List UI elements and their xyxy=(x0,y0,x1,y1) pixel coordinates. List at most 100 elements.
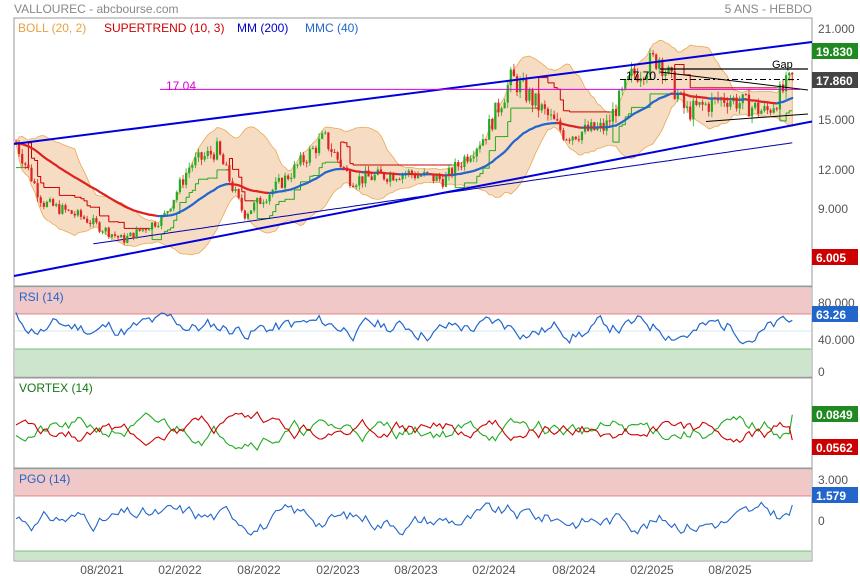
candle-body xyxy=(578,139,580,140)
vortex-panel-frame xyxy=(14,378,812,468)
candle-body xyxy=(299,155,301,164)
pgo-high-zone xyxy=(15,470,811,496)
candle-body xyxy=(788,73,790,76)
candle-body xyxy=(531,90,533,105)
candle-body xyxy=(114,234,116,236)
x-tick-8: 08/2025 xyxy=(708,563,752,577)
candle-body xyxy=(256,198,258,203)
legend-mmc40: MMC (40) xyxy=(305,21,358,35)
candle-body xyxy=(497,103,499,113)
candle-body xyxy=(398,179,400,180)
candle-body xyxy=(782,84,784,91)
candle-body xyxy=(191,165,193,167)
candle-body xyxy=(689,107,691,120)
candle-body xyxy=(61,205,63,214)
candle-body xyxy=(287,176,289,180)
candle-body xyxy=(89,223,91,224)
legend-mm200: MM (200) xyxy=(237,21,288,35)
candle-body xyxy=(281,178,283,188)
candle-body xyxy=(392,174,394,180)
x-tick-6: 08/2024 xyxy=(552,563,596,577)
rsi-oversold-zone xyxy=(15,349,811,376)
candle-body xyxy=(309,149,311,163)
channel-lower xyxy=(14,122,812,277)
rsi-last-value: 63.26 xyxy=(816,308,846,322)
candle-body xyxy=(185,173,187,185)
candle-body xyxy=(785,75,787,91)
candle-body xyxy=(80,210,82,217)
candle-body xyxy=(108,228,110,237)
candle-body xyxy=(303,155,305,162)
candle-body xyxy=(525,79,527,100)
x-tick-3: 02/2023 xyxy=(316,563,360,577)
candle-body xyxy=(200,152,202,159)
supertrend-value: 6.005 xyxy=(816,251,846,265)
candle-body xyxy=(485,139,487,140)
candle-body xyxy=(473,157,475,159)
candle-body xyxy=(572,137,574,141)
candle-body xyxy=(482,139,484,145)
candle-body xyxy=(374,175,376,180)
rsi-overbought-zone xyxy=(15,288,811,314)
candle-body xyxy=(24,164,26,165)
candle-body xyxy=(711,98,713,112)
candle-body xyxy=(170,209,172,211)
candle-body xyxy=(445,176,447,187)
candle-body xyxy=(491,119,493,129)
candle-body xyxy=(37,183,39,197)
candle-body xyxy=(463,157,465,167)
candle-body xyxy=(33,181,35,183)
candle-body xyxy=(729,101,731,107)
candle-body xyxy=(550,115,552,116)
candle-body xyxy=(262,203,264,204)
candle-body xyxy=(507,85,509,102)
candle-body xyxy=(386,179,388,181)
candle-body xyxy=(71,210,73,214)
candle-body xyxy=(760,111,762,114)
candle-body xyxy=(74,214,76,216)
candle-body xyxy=(129,233,131,236)
candle-body xyxy=(77,210,79,215)
candle-body xyxy=(504,103,506,109)
candle-body xyxy=(664,73,666,76)
candle-body xyxy=(349,171,351,186)
rsi-tick-0: 0 xyxy=(818,365,825,379)
price-tick-21: 21.000 xyxy=(818,22,855,36)
candle-body xyxy=(182,179,184,184)
candle-body xyxy=(652,53,654,54)
vortex-minus-value: 0.0562 xyxy=(816,441,853,455)
candle-body xyxy=(253,203,255,211)
candle-body xyxy=(779,84,781,109)
candle-body xyxy=(225,164,227,165)
candle-body xyxy=(352,186,354,187)
candle-body xyxy=(216,141,218,159)
candle-body xyxy=(534,93,536,105)
candle-body xyxy=(565,140,567,141)
candle-body xyxy=(556,119,558,120)
candle-body xyxy=(568,140,570,141)
candle-body xyxy=(773,108,775,112)
candle-body xyxy=(562,130,564,139)
candle-body xyxy=(55,204,57,206)
candle-body xyxy=(86,219,88,223)
candle-body xyxy=(197,152,199,157)
candle-body xyxy=(701,102,703,105)
legend-boll: BOLL (20, 2) xyxy=(18,21,86,35)
candle-body xyxy=(417,176,419,179)
candle-body xyxy=(553,115,555,120)
candle-body xyxy=(513,69,515,76)
chart-title: VALLOUREC - abcbourse.com xyxy=(14,2,179,16)
candle-body xyxy=(739,103,741,108)
rsi-line xyxy=(16,313,792,344)
candle-body xyxy=(343,167,345,168)
candle-body xyxy=(318,139,320,153)
candle-body xyxy=(148,229,150,230)
candle-body xyxy=(559,121,561,131)
candle-body xyxy=(315,148,317,153)
candle-body xyxy=(698,102,700,105)
x-axis: 08/2021 02/2022 08/2022 02/2023 08/2023 … xyxy=(80,563,752,577)
candle-body xyxy=(321,133,323,138)
candle-body xyxy=(479,146,481,149)
candle-body xyxy=(745,94,747,95)
candle-body xyxy=(166,211,168,213)
